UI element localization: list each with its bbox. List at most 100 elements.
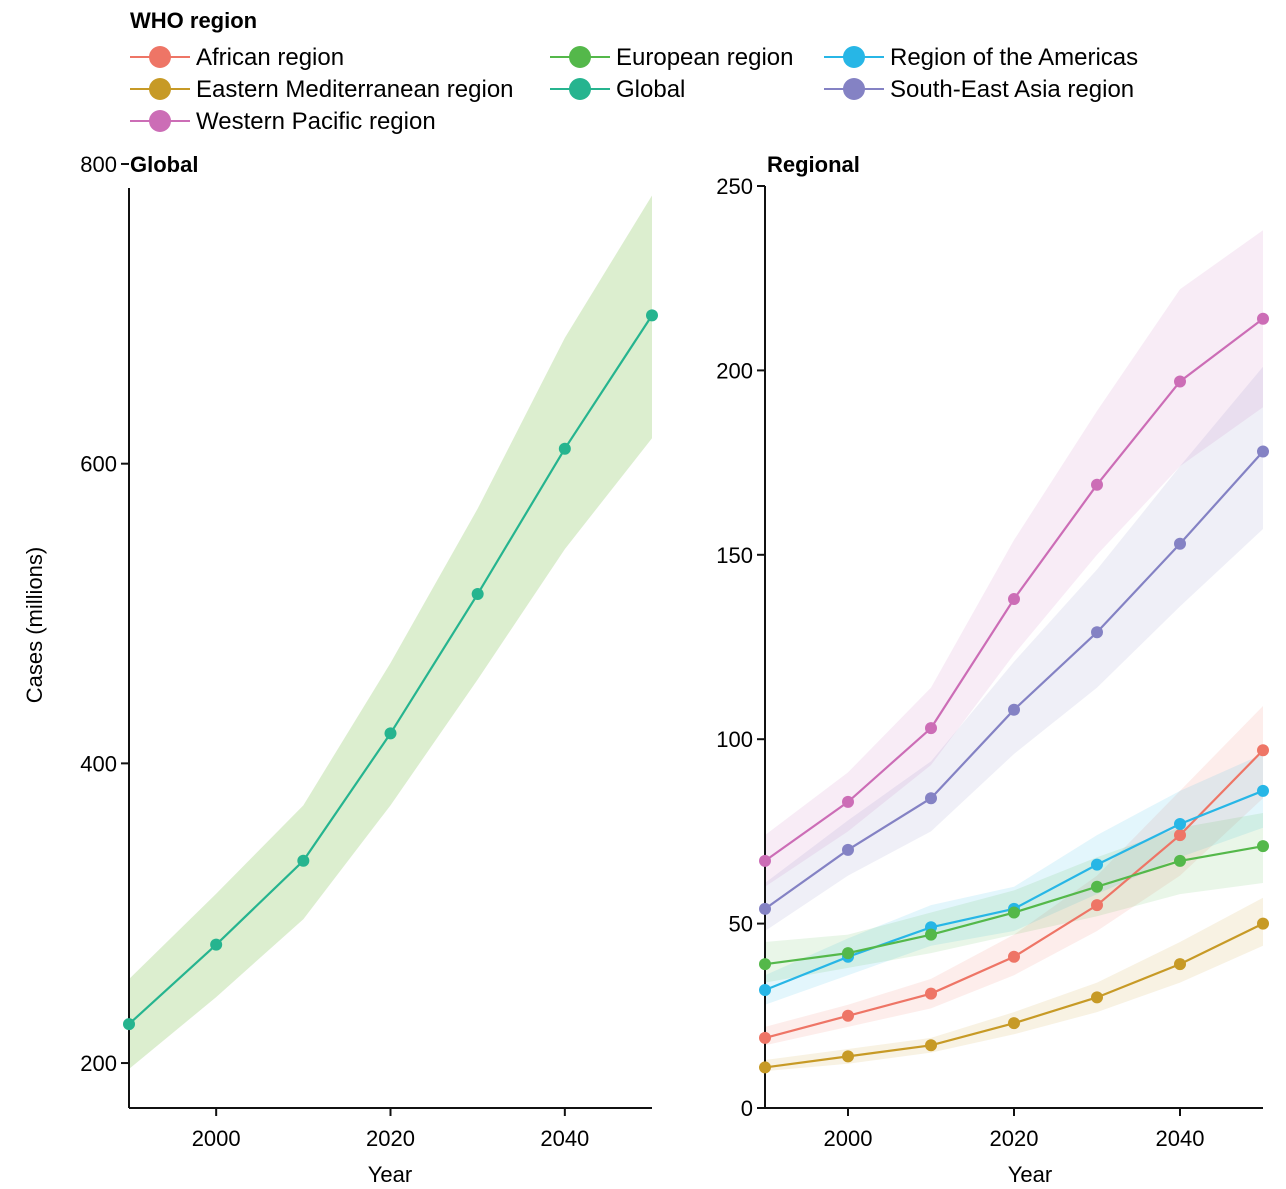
legend-item-african-region: African region <box>130 44 344 71</box>
ci-band-african-region <box>765 706 1263 1046</box>
legend-marker-african-region <box>149 46 171 68</box>
data-point-european-region <box>1174 854 1186 867</box>
data-point-global <box>123 1018 135 1031</box>
global-x-axis-label: Year <box>368 1162 412 1187</box>
ci-band-european-region <box>765 812 1263 983</box>
data-point-eastern-mediterranean-region <box>1008 1017 1020 1030</box>
chart-1-y-tick-label: 250 <box>716 174 753 199</box>
data-point-african-region <box>1174 829 1186 842</box>
legend-item-eastern-mediterranean-region: Eastern Mediterranean region <box>130 76 514 103</box>
data-point-european-region <box>842 947 854 960</box>
chart-0-y-tick-label: 800 <box>80 152 117 177</box>
data-point-western-pacific-region <box>1091 478 1103 491</box>
data-point-region-of-the-americas <box>1091 858 1103 871</box>
ci-band-eastern-mediterranean-region <box>765 897 1263 1072</box>
data-point-eastern-mediterranean-region <box>925 1039 937 1052</box>
legend-marker-european-region <box>569 46 591 68</box>
legend-marker-south-east-asia-region <box>843 78 865 100</box>
data-point-global <box>558 442 571 455</box>
legend-marker-western-pacific-region <box>149 110 171 132</box>
chart-0-x-tick-label: 2020 <box>366 1126 415 1151</box>
legend-label-western-pacific-region: Western Pacific region <box>196 108 436 135</box>
data-point-region-of-the-americas <box>759 983 771 996</box>
data-point-european-region <box>1257 840 1269 853</box>
global-plot-area: 200 400 600 800 2000 2020 2040 <box>80 152 658 1151</box>
ci-band-global <box>129 195 652 1070</box>
chart-1-y-tick-label: 200 <box>716 358 753 383</box>
data-point-global <box>297 854 310 867</box>
legend-item-western-pacific-region: Western Pacific region <box>130 108 436 135</box>
data-point-eastern-mediterranean-region <box>1257 917 1269 930</box>
data-point-african-region <box>1091 899 1103 912</box>
ci-band-western-pacific-region <box>765 230 1263 887</box>
legend-marker-global <box>569 78 591 100</box>
legend-item-global: Global <box>550 76 685 103</box>
global-panel: Global Cases (millions) Year 200 400 600 80… <box>22 152 658 1187</box>
chart-1-x-tick-label: 2040 <box>1156 1126 1205 1151</box>
data-point-eastern-mediterranean-region <box>1091 991 1103 1004</box>
legend-label-eastern-mediterranean-region: Eastern Mediterranean region <box>196 76 514 103</box>
legend-label-african-region: African region <box>196 44 344 71</box>
data-point-eastern-mediterranean-region <box>842 1050 854 1063</box>
data-point-african-region <box>925 987 937 1000</box>
data-point-european-region <box>1008 906 1020 919</box>
chart-0-y-tick-label: 400 <box>80 751 117 776</box>
data-point-european-region <box>759 958 771 971</box>
legend-title: WHO region <box>130 8 257 33</box>
data-point-global <box>384 727 397 740</box>
chart-0-y-tick-label: 600 <box>80 452 117 477</box>
data-point-south-east-asia-region <box>759 902 771 915</box>
data-point-global <box>210 938 223 951</box>
legend-marker-eastern-mediterranean-region <box>149 78 171 100</box>
data-point-african-region <box>1257 744 1269 757</box>
data-point-western-pacific-region <box>759 854 771 867</box>
chart-1-y-tick-label: 0 <box>741 1096 753 1121</box>
chart-1-x-tick-label: 2020 <box>990 1126 1039 1151</box>
data-point-european-region <box>925 928 937 941</box>
chart-1-y-tick-label: 150 <box>716 543 753 568</box>
chart-1-x-tick-label: 2000 <box>824 1126 873 1151</box>
data-point-south-east-asia-region <box>1174 537 1186 550</box>
data-point-region-of-the-americas <box>1257 784 1269 797</box>
chart-0-y-tick-label: 200 <box>80 1051 117 1076</box>
chart-1-y-tick-label: 100 <box>716 727 753 752</box>
data-point-global <box>646 309 658 322</box>
data-point-western-pacific-region <box>842 795 854 808</box>
data-point-western-pacific-region <box>1174 375 1186 388</box>
legend-label-global: Global <box>616 76 685 103</box>
chart-1-y-tick-label: 50 <box>729 912 753 937</box>
data-point-western-pacific-region <box>925 722 937 735</box>
regional-panel: Regional Year 0 50 100 150 200 250 2000 2020 204… <box>716 152 1269 1187</box>
legend-item-south-east-asia-region: South-East Asia region <box>824 76 1134 103</box>
regional-plot-area: 0 50 100 150 200 250 2000 2020 2040 <box>716 174 1269 1151</box>
regional-panel-title: Regional <box>767 152 860 177</box>
data-point-south-east-asia-region <box>1008 703 1020 716</box>
data-point-european-region <box>1091 880 1103 893</box>
data-point-south-east-asia-region <box>842 843 854 856</box>
data-point-south-east-asia-region <box>1257 445 1269 458</box>
legend-label-south-east-asia-region: South-East Asia region <box>890 76 1134 103</box>
legend-label-region-of-the-americas: Region of the Americas <box>890 44 1138 71</box>
data-point-global <box>471 588 484 601</box>
legend-label-european-region: European region <box>616 44 793 71</box>
legend-item-european-region: European region <box>550 44 793 71</box>
legend-marker-region-of-the-americas <box>843 46 865 68</box>
legend: WHO region African region European region… <box>130 8 1138 135</box>
data-point-western-pacific-region <box>1257 312 1269 325</box>
data-point-south-east-asia-region <box>1091 626 1103 639</box>
data-point-african-region <box>1008 950 1020 963</box>
data-point-eastern-mediterranean-region <box>1174 958 1186 971</box>
chart-0-x-tick-label: 2000 <box>192 1126 241 1151</box>
global-panel-title: Global <box>130 152 198 177</box>
data-point-south-east-asia-region <box>925 792 937 805</box>
data-point-region-of-the-americas <box>1174 818 1186 831</box>
chart-0-x-tick-label: 2040 <box>540 1126 589 1151</box>
data-point-african-region <box>842 1009 854 1022</box>
global-y-axis-label: Cases (millions) <box>22 547 47 703</box>
data-point-western-pacific-region <box>1008 593 1020 606</box>
legend-item-region-of-the-americas: Region of the Americas <box>824 44 1138 71</box>
data-point-eastern-mediterranean-region <box>759 1061 771 1074</box>
data-point-african-region <box>759 1031 771 1044</box>
regional-x-axis-label: Year <box>1008 1162 1052 1187</box>
